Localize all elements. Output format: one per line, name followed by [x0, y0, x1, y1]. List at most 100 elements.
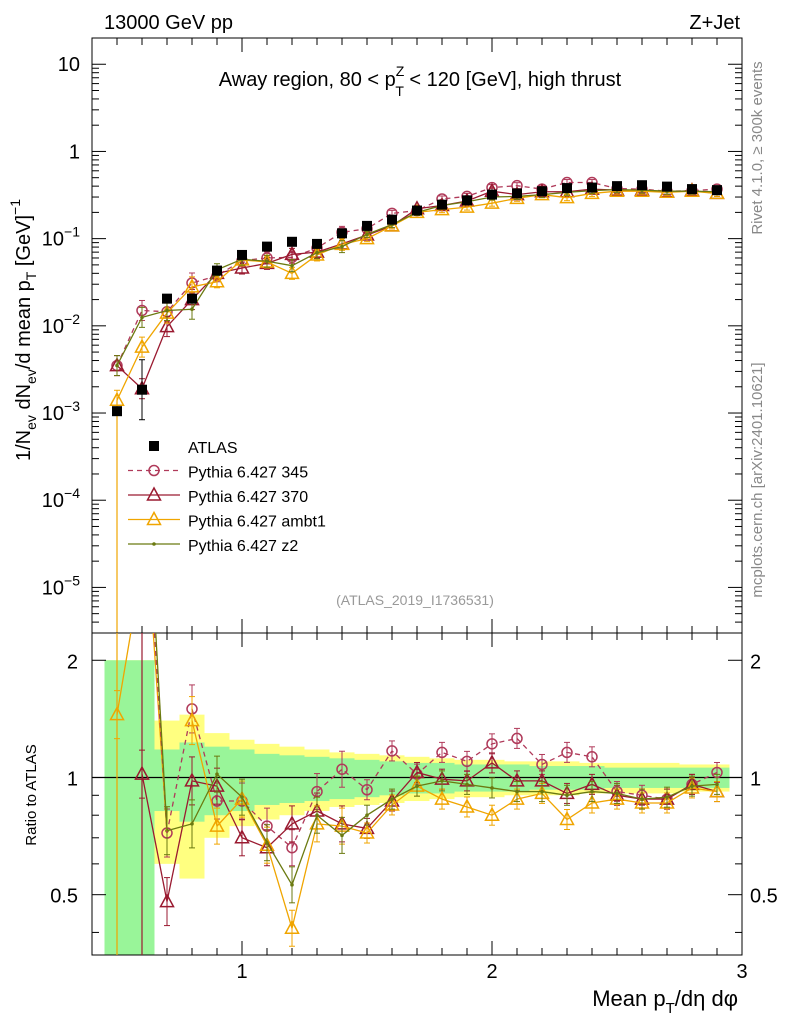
main-y-tick-label: 10−2 — [42, 311, 80, 338]
ratio-point — [234, 829, 250, 844]
ratio-y-tick-label-right: 1 — [750, 768, 761, 790]
ratio-point — [511, 732, 523, 745]
ratio-y-tick-label-right: 0.5 — [750, 886, 778, 908]
series-point — [134, 338, 150, 353]
main-y-tick-label: 1 — [69, 141, 80, 163]
series-point — [165, 308, 169, 313]
series-point — [265, 259, 269, 264]
atlas-data-point — [187, 293, 197, 304]
ratio-point — [159, 893, 175, 908]
ratio-point — [659, 794, 675, 809]
main-y-tick-label: 10−3 — [42, 398, 80, 425]
ratio-point — [184, 772, 200, 787]
legend-label: Pythia 6.427 345 — [188, 465, 308, 482]
mcplots-source-label: mcplots.cern.ch [arXiv:2401.10621] — [749, 362, 766, 597]
ratio-point — [361, 784, 373, 796]
atlas-data-point — [312, 238, 322, 249]
plot-title-pre: Away region, 80 < p — [219, 69, 396, 91]
ratio-point — [359, 824, 375, 839]
main-y-tick-label: 10−5 — [42, 572, 80, 599]
atlas-data-point — [387, 214, 397, 225]
ratio-point — [709, 783, 725, 798]
atlas-data-point — [562, 183, 572, 194]
legend-marker — [148, 464, 160, 477]
atlas-data-point — [362, 220, 372, 231]
main-y-tick-exp: −2 — [64, 311, 80, 327]
ratio-point — [240, 795, 244, 799]
main-y-tick-base: 1 — [69, 141, 80, 163]
series-point — [140, 315, 144, 320]
plot-title: Away region, 80 < pZ T < 120 [GeV], high … — [219, 63, 622, 99]
atlas-data-point — [587, 182, 597, 193]
p345-offscale-line — [153, 632, 168, 834]
main-y-tick-base: 10 — [42, 403, 64, 425]
ratio-point — [286, 841, 298, 854]
series-point — [184, 278, 200, 293]
ratio-point — [336, 763, 348, 775]
legend-marker — [152, 542, 156, 546]
series-point — [209, 273, 225, 288]
series-point — [190, 307, 194, 312]
ratio-point — [484, 806, 500, 821]
atlas-data-point — [487, 189, 497, 200]
main-y-tick-base: 10 — [42, 316, 64, 338]
plot-title-sub: T — [395, 83, 404, 99]
ratio-point — [365, 813, 369, 818]
ratio-point — [484, 754, 500, 769]
atlas-data-point — [112, 406, 122, 417]
ratio-point — [540, 789, 544, 794]
ratio-point — [665, 795, 669, 799]
plot-title-sup: Z — [396, 63, 405, 79]
ratio-point — [215, 772, 219, 776]
ratio-point — [415, 784, 419, 788]
ratio-point — [290, 883, 294, 887]
atlas-data-point — [237, 249, 247, 260]
x-axis-label: Mean pT/dη dφ — [592, 986, 738, 1017]
ratio-point — [461, 755, 473, 768]
atlas-data-point — [287, 236, 297, 247]
ratio-point — [590, 789, 594, 794]
ratio-point — [536, 758, 548, 771]
ratio-point — [284, 919, 300, 934]
series-point — [115, 363, 119, 368]
rivet-version-label: Rivet 4.1.0, ≥ 300k events — [749, 61, 766, 234]
ratio-point — [265, 840, 269, 845]
series-point — [340, 244, 344, 249]
ratio-point — [340, 833, 344, 838]
atlas-data-point — [712, 185, 722, 196]
series-point — [159, 318, 175, 333]
main-y-tick-label: 10−1 — [42, 224, 80, 251]
ratio-point — [459, 798, 475, 813]
ratio-point — [440, 779, 444, 783]
legend-marker — [146, 510, 162, 526]
ratio-point — [284, 815, 300, 830]
main-y-tick-exp: −3 — [64, 398, 80, 414]
series-point — [484, 194, 500, 209]
ratio-point — [315, 813, 319, 818]
band-inner-segment — [254, 753, 280, 805]
ratio-y-tick-label-left: 0.5 — [50, 886, 78, 908]
legend-label: Pythia 6.427 z2 — [188, 538, 298, 555]
ratio-point — [615, 791, 619, 796]
main-series-layer — [109, 176, 725, 633]
z2-offscale-line — [155, 632, 168, 831]
atlas-data-point — [687, 184, 697, 195]
analysis-id-watermark: (ATLAS_2019_I1736531) — [336, 592, 494, 608]
main-y-tick-base: 10 — [58, 54, 80, 76]
atlas-data-point — [462, 195, 472, 206]
series-point — [359, 230, 375, 245]
series-point — [384, 217, 400, 232]
ambt1-offscale-line — [116, 632, 132, 715]
series-point — [234, 259, 250, 274]
ratio-series-layer — [109, 632, 725, 955]
x-tick-label: 1 — [236, 961, 247, 983]
main-y-tick-exp: −4 — [64, 485, 80, 501]
ratio-point — [559, 810, 575, 826]
main-y-tick-label: 10−4 — [42, 485, 80, 512]
ratio-point — [209, 817, 225, 832]
atlas-data-point — [512, 188, 522, 199]
ratio-point — [561, 746, 573, 759]
atlas-data-point — [437, 199, 447, 210]
main-y-tick-exp: −5 — [64, 572, 80, 588]
